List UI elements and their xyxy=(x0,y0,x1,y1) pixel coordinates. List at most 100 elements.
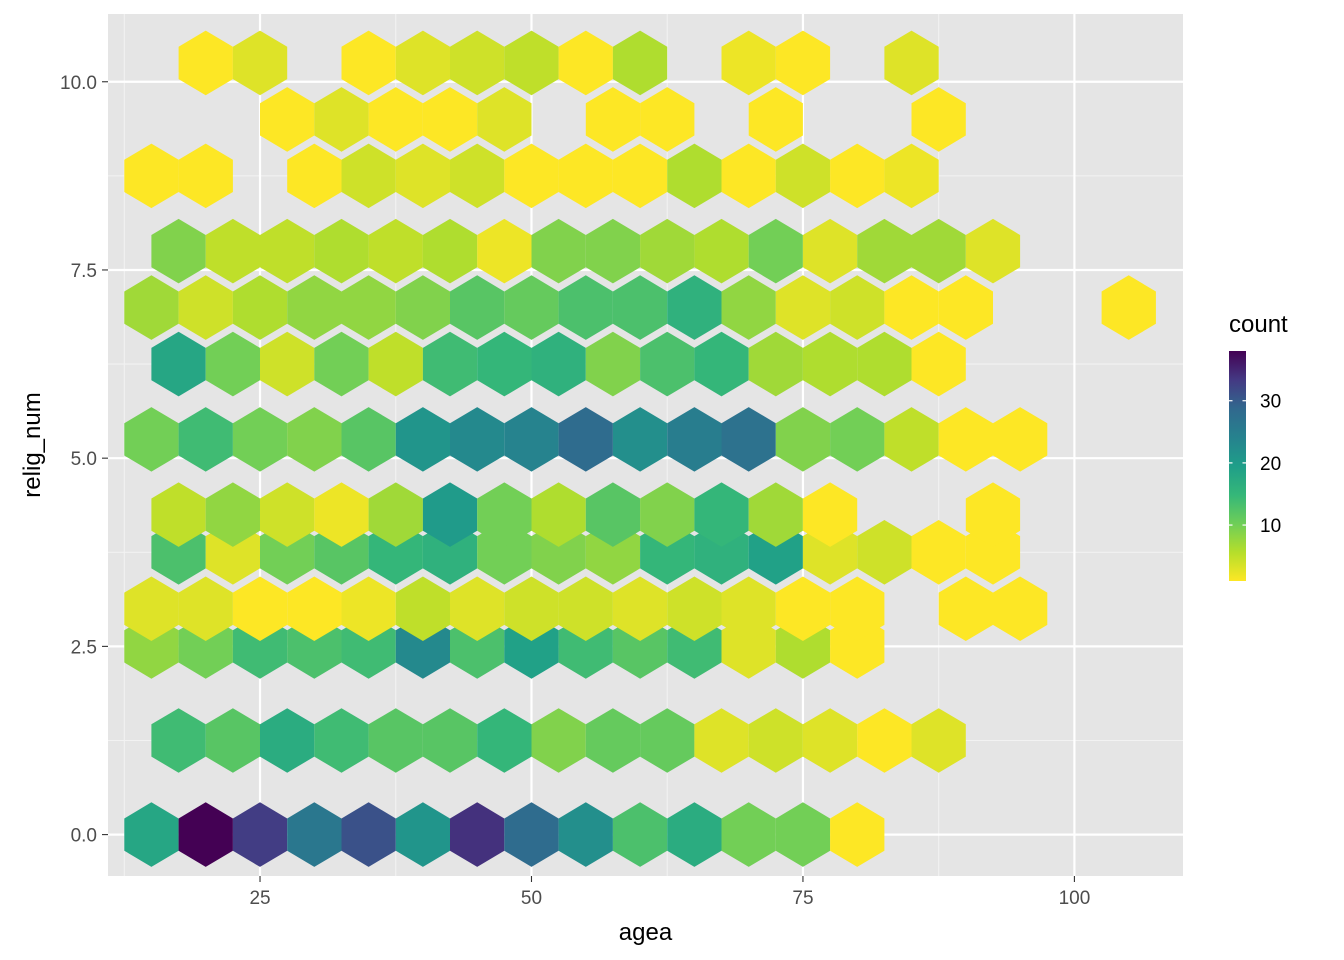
legend-ticks: 10 20 30 xyxy=(1229,392,1281,537)
hexbin-cell xyxy=(260,708,315,773)
hexbin-cell xyxy=(504,576,559,641)
hexbin-cell xyxy=(612,407,668,472)
hexbin-cell xyxy=(721,143,776,209)
hexbin-cell xyxy=(721,30,776,96)
hexbin-cell xyxy=(151,331,206,397)
hexbin-cell xyxy=(775,30,831,96)
hexbin-cell xyxy=(830,802,885,867)
hexbin-cell xyxy=(450,802,505,867)
hexbin-cell xyxy=(124,576,179,641)
hexbin-cell xyxy=(450,275,505,340)
hexbin-cell xyxy=(178,802,233,867)
hexbin-cell xyxy=(884,143,939,209)
hexbin-cell xyxy=(368,708,423,773)
hexbin-cell xyxy=(205,218,260,284)
y-axis-title: relig_num xyxy=(19,392,46,497)
hexbin-cell xyxy=(694,708,749,773)
hexbin-cell xyxy=(151,482,206,547)
hexbin-cell xyxy=(748,482,803,547)
hexbin-cell xyxy=(450,407,505,472)
hexbin-cell xyxy=(151,708,206,773)
hexbin-cell xyxy=(341,143,396,209)
hexbin-cell xyxy=(504,275,559,340)
hexbin-cell xyxy=(830,576,885,641)
hexbin-cell xyxy=(667,407,722,472)
hexbin-cell xyxy=(748,708,803,773)
hexbin-layer xyxy=(124,30,1156,867)
hexbin-cell xyxy=(504,30,559,96)
hexbin-cell xyxy=(395,802,450,867)
hexbin-cell xyxy=(938,275,993,340)
hexbin-cell xyxy=(830,143,885,209)
hexbin-cell xyxy=(612,576,668,641)
hexbin-cell xyxy=(721,576,776,641)
hexbin-cell xyxy=(314,87,369,152)
hexbin-cell xyxy=(232,275,288,340)
hexbin-cell xyxy=(124,275,179,340)
hexbin-cell xyxy=(640,708,695,773)
hexbin-cell xyxy=(857,520,912,585)
hexbin-cell xyxy=(260,331,315,397)
hexbin-cell xyxy=(802,482,858,547)
hexbin-cell xyxy=(287,802,342,867)
hexbin-cell xyxy=(993,407,1048,472)
hexbin-cell xyxy=(612,30,668,96)
hexbin-cell xyxy=(205,331,260,397)
hexbin-cell xyxy=(965,482,1021,547)
hexbin-cell xyxy=(802,708,858,773)
hexbin-cell xyxy=(667,143,722,209)
hexbin-cell xyxy=(585,482,641,547)
hexbin-cell xyxy=(450,30,505,96)
hexbin-cell xyxy=(911,708,966,773)
hexbin-cell xyxy=(694,482,749,547)
hexbin-cell xyxy=(368,87,423,152)
hexbin-cell xyxy=(287,275,342,340)
x-tick-label: 75 xyxy=(792,888,813,909)
hexbin-cell xyxy=(667,802,722,867)
hexbin-cell xyxy=(612,802,668,867)
hexbin-cell xyxy=(531,331,586,397)
hexbin-cell xyxy=(775,576,831,641)
hexbin-cell xyxy=(775,275,831,340)
hexbin-cell xyxy=(260,218,315,284)
legend-tick-label: 30 xyxy=(1260,392,1281,413)
hexbin-cell xyxy=(965,218,1021,284)
hexbin-cell xyxy=(477,331,532,397)
hexbin-cell xyxy=(911,218,966,284)
hexbin-cell xyxy=(504,802,559,867)
hexbin-cell xyxy=(395,30,450,96)
hexbin-cell xyxy=(884,30,939,96)
hexbin-cell xyxy=(477,482,532,547)
legend-tick-label: 10 xyxy=(1260,516,1281,537)
hexbin-cell xyxy=(395,143,450,209)
hexbin-cell xyxy=(178,143,233,209)
hexbin-cell xyxy=(802,331,858,397)
hexbin-cell xyxy=(857,331,912,397)
hexbin-cell xyxy=(558,802,613,867)
y-tick-label: 5.0 xyxy=(71,449,97,470)
hexbin-cell xyxy=(802,218,858,284)
hexbin-cell xyxy=(585,87,641,152)
hexbin-cell xyxy=(830,407,885,472)
hexbin-cell xyxy=(422,708,478,773)
hexbin-cell xyxy=(341,576,396,641)
hexbin-cell xyxy=(232,802,288,867)
hexbin-cell xyxy=(341,407,396,472)
hexbin-cell xyxy=(504,143,559,209)
x-axis-title: agea xyxy=(619,919,673,946)
y-tick-label: 0.0 xyxy=(71,826,97,847)
hexbin-cell xyxy=(585,708,641,773)
hexbin-cell xyxy=(124,407,179,472)
hexbin-cell xyxy=(314,218,369,284)
hexbin-cell xyxy=(531,708,586,773)
axes: 25 50 75 100 0.0 2.5 5.0 7.5 10.0 xyxy=(60,73,1090,909)
hexbin-cell xyxy=(640,218,695,284)
hexbin-cell xyxy=(721,275,776,340)
hexbin-cell xyxy=(232,576,288,641)
hexbin-cell xyxy=(612,275,668,340)
hexbin-cell xyxy=(775,802,831,867)
hexbin-cell xyxy=(477,87,532,152)
hexbin-cell xyxy=(748,87,803,152)
hexbin-cell xyxy=(395,407,450,472)
